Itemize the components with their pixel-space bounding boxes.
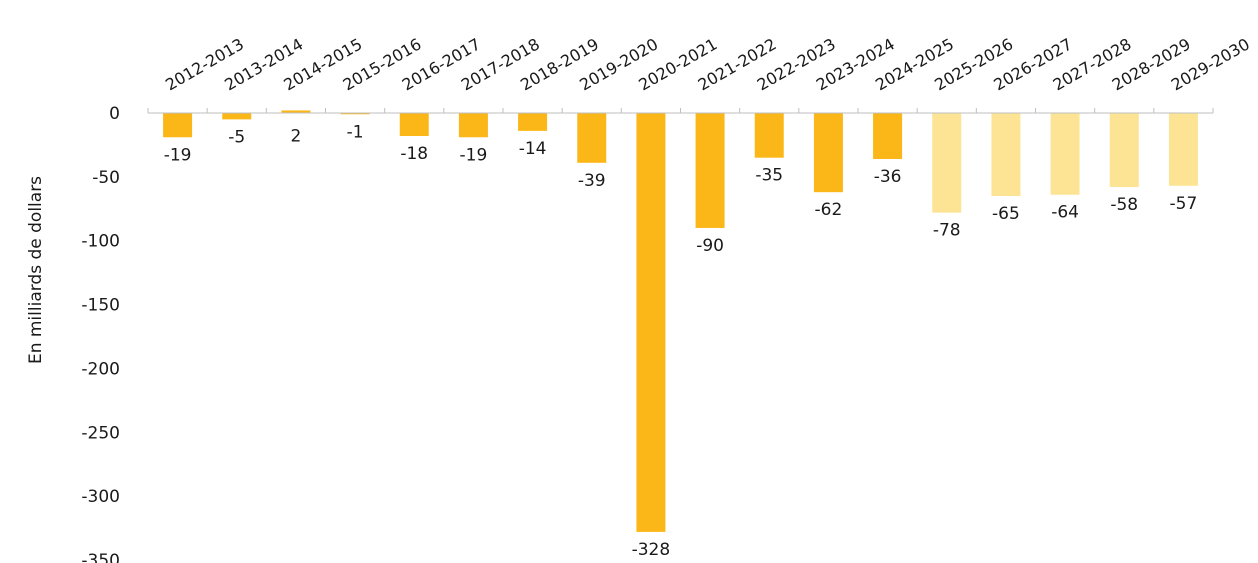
bar-data-label: -35: [755, 166, 783, 186]
y-axis-title-group: En milliards de dollars: [26, 176, 46, 364]
bar-actual: [695, 113, 725, 228]
y-tick-label: -50: [92, 168, 120, 188]
bar-data-label: 2: [291, 126, 302, 146]
bar-data-label: -90: [696, 236, 724, 256]
bar-data-label: -62: [815, 200, 843, 220]
bar-data-label: -65: [992, 204, 1020, 224]
bar-projected: [991, 113, 1021, 197]
y-tick-label: -350: [81, 551, 120, 563]
bar-data-label: -18: [400, 144, 428, 164]
bar-data-label: -36: [874, 167, 902, 187]
bar-data-label: -19: [460, 145, 488, 165]
bar-data-label: -1: [347, 122, 364, 142]
bar-actual: [518, 113, 548, 131]
bar-actual: [340, 113, 370, 115]
bar-projected: [1168, 113, 1198, 186]
y-tick-label: -200: [81, 359, 120, 379]
bar-data-label: -14: [519, 139, 547, 159]
bar-actual: [163, 113, 193, 138]
bar-actual: [813, 113, 843, 193]
y-tick-label: -150: [81, 296, 120, 316]
bar-actual: [577, 113, 607, 163]
y-tick-label: -300: [81, 487, 120, 507]
bar-data-label: -57: [1170, 194, 1198, 214]
bar-data-label: -39: [578, 171, 606, 191]
bar-data-label: -5: [228, 127, 245, 147]
bar-actual: [458, 113, 488, 138]
y-tick-label: -100: [81, 232, 120, 252]
bar-actual: [754, 113, 784, 158]
bar-data-label: -328: [632, 540, 671, 560]
data-labels: -19 -5 2 -1 -18 -19 -14 -39 -328 -90 -35 -62 -36 -78 -…: [164, 122, 1198, 560]
bar-projected: [932, 113, 962, 213]
bar-actual: [873, 113, 903, 159]
bar-data-label: -64: [1051, 203, 1079, 223]
bar-projected: [1050, 113, 1080, 195]
bar-actual: [636, 113, 666, 532]
x-axis-category-labels: 2012-20132013-20142014-20152015-20162016…: [162, 34, 1253, 94]
y-tick-label: 0: [109, 104, 120, 124]
bars: [147, 108, 1214, 532]
bar-actual: [222, 113, 252, 120]
y-axis-ticks: 0 -50 -100 -150 -200 -250 -300 -350: [81, 104, 120, 563]
y-tick-label: -250: [81, 423, 120, 443]
bar-data-label: -78: [933, 221, 961, 241]
y-axis-title: En milliards de dollars: [26, 176, 46, 364]
bar-data-label: -19: [164, 145, 192, 165]
bar-data-label: -58: [1110, 195, 1138, 215]
bar-actual: [399, 113, 429, 136]
bar-projected: [1109, 113, 1139, 188]
bar-actual: [281, 110, 311, 113]
